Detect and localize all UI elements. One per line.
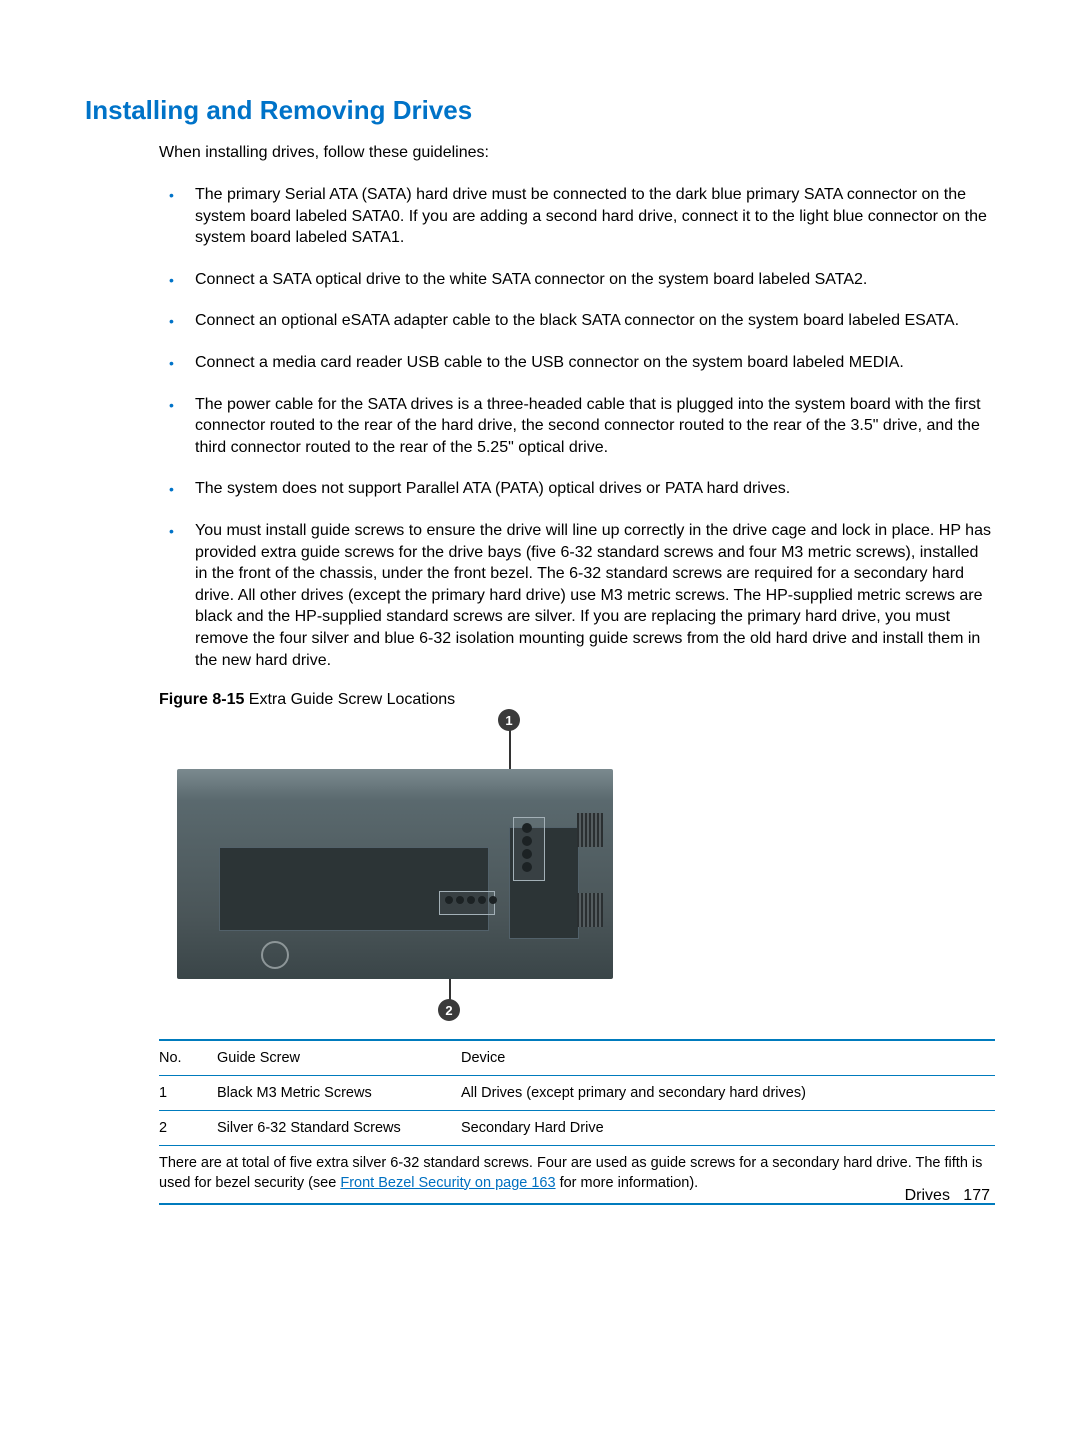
callout-badge-1: 1 — [498, 709, 520, 731]
table-row: 1 Black M3 Metric Screws All Drives (exc… — [159, 1076, 995, 1111]
footnote-text-post: for more information). — [556, 1175, 699, 1191]
table-header-row: No. Guide Screw Device — [159, 1040, 995, 1076]
guide-screw-table: No. Guide Screw Device 1 Black M3 Metric… — [159, 1039, 995, 1205]
footer-page-number: 177 — [963, 1187, 990, 1204]
figure-label: Figure 8-15 — [159, 691, 244, 708]
table-cell-guide: Silver 6-32 Standard Screws — [217, 1111, 461, 1146]
table-header-no: No. — [159, 1040, 217, 1076]
table-row: 2 Silver 6-32 Standard Screws Secondary … — [159, 1111, 995, 1146]
table-cell-guide: Black M3 Metric Screws — [217, 1076, 461, 1111]
screw-column-icon — [522, 823, 532, 872]
table-cell-device: Secondary Hard Drive — [461, 1111, 995, 1146]
figure-caption: Figure 8-15 Extra Guide Screw Locations — [159, 691, 995, 709]
table-footnote-row: There are at total of five extra silver … — [159, 1146, 995, 1205]
vent-icon — [577, 813, 603, 847]
page: Installing and Removing Drives When inst… — [0, 0, 1080, 1265]
bullet-item: The primary Serial ATA (SATA) hard drive… — [159, 184, 995, 249]
table-cell-no: 2 — [159, 1111, 217, 1146]
footer-section: Drives — [905, 1187, 950, 1204]
chassis-illustration — [177, 769, 613, 979]
content-body: When installing drives, follow these gui… — [159, 144, 995, 1205]
bullet-item: Connect a media card reader USB cable to… — [159, 352, 995, 374]
intro-text: When installing drives, follow these gui… — [159, 144, 995, 162]
callout-badge-2: 2 — [438, 999, 460, 1021]
section-heading: Installing and Removing Drives — [85, 95, 995, 126]
front-bezel-security-link[interactable]: Front Bezel Security on page 163 — [340, 1175, 555, 1191]
chassis-center-panel — [219, 847, 489, 931]
bullet-item: The power cable for the SATA drives is a… — [159, 394, 995, 459]
figure-title: Extra Guide Screw Locations — [244, 691, 455, 708]
table-header-device: Device — [461, 1040, 995, 1076]
table-cell-device: All Drives (except primary and secondary… — [461, 1076, 995, 1111]
table-footnote: There are at total of five extra silver … — [159, 1146, 995, 1205]
table-cell-no: 1 — [159, 1076, 217, 1111]
page-footer: Drives 177 — [905, 1187, 990, 1205]
bullet-item: Connect an optional eSATA adapter cable … — [159, 310, 995, 332]
bullet-item: Connect a SATA optical drive to the whit… — [159, 269, 995, 291]
bullet-item: The system does not support Parallel ATA… — [159, 478, 995, 500]
fan-ring-icon — [261, 941, 289, 969]
figure-image: 1 2 — [159, 721, 619, 1011]
table-header-guide: Guide Screw — [217, 1040, 461, 1076]
guidelines-list: The primary Serial ATA (SATA) hard drive… — [159, 184, 995, 671]
screw-row-icon — [445, 896, 497, 904]
bullet-item: You must install guide screws to ensure … — [159, 520, 995, 671]
vent-icon — [577, 893, 603, 927]
